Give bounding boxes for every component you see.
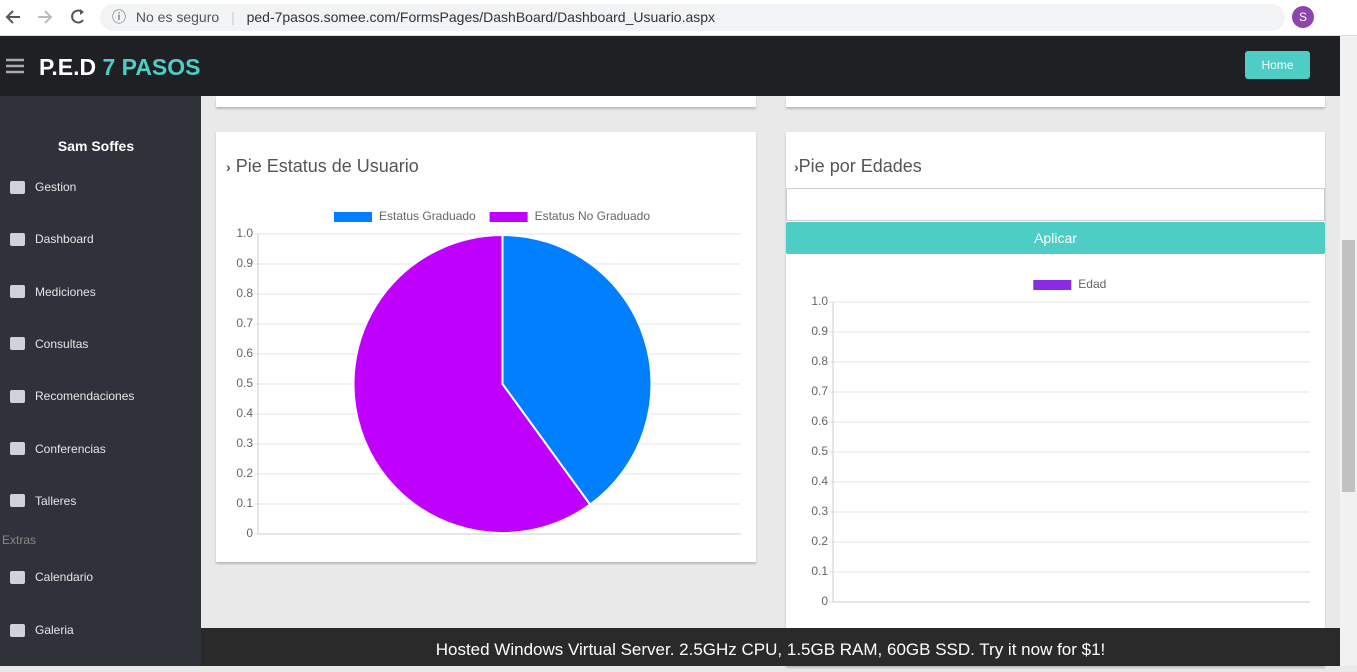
- y-tick-label: 0.6: [236, 346, 253, 360]
- sidebar-label: Gestion: [35, 180, 77, 194]
- y-tick-label: 0: [246, 526, 253, 540]
- brand-accent: 7 PASOS: [102, 54, 201, 80]
- sidebar-item[interactable]: Recomendaciones: [10, 389, 134, 403]
- security-label: No es seguro: [135, 9, 220, 25]
- sidebar-icon: [10, 442, 25, 455]
- sidebar-item[interactable]: Gestion: [10, 180, 76, 194]
- legend-label: Estatus Graduado: [379, 209, 476, 223]
- pie-slice: [501, 233, 653, 506]
- y-tick-label: 0.7: [236, 316, 253, 330]
- y-tick-label: 0.3: [811, 504, 828, 518]
- navbar: P.E.D 7 PASOS Home: [0, 36, 1340, 96]
- y-tick-label: 0.5: [811, 444, 828, 458]
- sidebar-label: Recomendaciones: [35, 389, 135, 404]
- y-tick-label: 0.7: [811, 384, 828, 398]
- y-tick-label: 0.4: [811, 474, 828, 488]
- y-tick-label: 0.5: [236, 376, 253, 390]
- brand-text: P.E.D: [39, 54, 97, 80]
- sidebar-item[interactable]: Calendario: [10, 570, 93, 584]
- sidebar-label: Conferencias: [35, 441, 106, 456]
- sidebar-label: Consultas: [35, 336, 89, 351]
- chart-title: Pie por Edades: [798, 156, 922, 176]
- y-tick-label: 0.1: [811, 564, 828, 578]
- y-tick-label: 0.2: [811, 534, 828, 548]
- chart-panel: ›Pie por Edades Aplicar: [786, 132, 1325, 666]
- legend-swatch: [334, 212, 372, 222]
- sidebar-item[interactable]: Talleres: [10, 494, 76, 508]
- sidebar-icon: [10, 570, 25, 584]
- legend-label: Edad: [1078, 277, 1106, 291]
- legend-label: Estatus No Graduado: [535, 209, 651, 223]
- sidebar-icon: [10, 232, 25, 246]
- url-text: ped-7pasos.somee.com/FormsPages/DashBoar…: [246, 9, 716, 25]
- sidebar-label: Talleres: [35, 493, 77, 508]
- y-tick-label: 0: [821, 594, 828, 608]
- y-tick-label: 0.8: [811, 354, 828, 368]
- y-tick-label: 0.8: [236, 286, 253, 300]
- sidebar: Sam Soffes Extras Gestion Dashboard Medici…: [0, 96, 201, 666]
- sidebar-item[interactable]: Consultas: [10, 337, 88, 351]
- sidebar-icon: [10, 494, 25, 508]
- sidebar-icon: [10, 623, 25, 637]
- y-tick-label: 1.0: [811, 294, 828, 308]
- sidebar-item[interactable]: Dashboard: [10, 232, 94, 246]
- nav-icons: [5, 9, 84, 24]
- y-tick-label: 0.9: [811, 324, 828, 338]
- sidebar-label: Dashboard: [35, 232, 94, 247]
- y-tick-label: 0.2: [236, 466, 253, 480]
- sidebar-item[interactable]: Conferencias: [10, 442, 106, 456]
- y-tick-label: 1.0: [236, 226, 253, 240]
- section-label: Extras: [2, 533, 37, 547]
- address-bar[interactable]: ⓘ No es seguro | ped-7pasos.somee.com/Fo…: [100, 4, 1285, 31]
- legend-swatch: [489, 212, 528, 222]
- panel-title: › Pie Estatus de Usuario: [226, 156, 419, 176]
- panel-title: ›Pie por Edades: [794, 156, 922, 176]
- legend-swatch: [1033, 280, 1072, 290]
- scrollbar: [1340, 36, 1357, 666]
- sidebar-icon: [10, 337, 25, 351]
- browser-bar: ⓘ No es seguro | ped-7pasos.somee.com/Fo…: [0, 0, 1357, 36]
- sidebar-icon: [10, 180, 25, 194]
- y-tick-label: 0.9: [236, 256, 253, 270]
- sidebar-item[interactable]: Galeria: [10, 623, 74, 637]
- y-tick-label: 0.1: [236, 496, 253, 510]
- y-tick-label: 0.6: [811, 414, 828, 428]
- home-button[interactable]: Home: [1245, 51, 1310, 79]
- sidebar-icon: [10, 285, 25, 299]
- sidebar-label: Mediciones: [35, 284, 96, 299]
- sidebar-label: Galeria: [35, 623, 74, 637]
- panel: [216, 96, 756, 107]
- profile-avatar[interactable]: S: [1292, 6, 1314, 28]
- sidebar-label: Calendario: [35, 570, 94, 584]
- user-name: Sam Soffes: [57, 138, 135, 154]
- ad-banner[interactable]: Hosted Windows Virtual Server. 2.5GHz CP…: [201, 628, 1340, 666]
- y-tick-label: 0.3: [236, 436, 253, 450]
- sidebar-item[interactable]: Mediciones: [10, 285, 96, 299]
- apply-button[interactable]: Aplicar: [786, 222, 1325, 254]
- sidebar-icon: [10, 389, 25, 403]
- panel: [786, 96, 1325, 107]
- brand[interactable]: P.E.D 7 PASOS: [39, 54, 201, 81]
- y-tick-label: 0.4: [236, 406, 253, 420]
- charts: 0 0.1 0.2 0.3 0.4 0.5 0.6 0.7 0.8 0.9 1.0 Estatus G…: [236, 209, 1310, 608]
- filter-input[interactable]: [786, 188, 1325, 221]
- menu-icon[interactable]: [6, 58, 24, 74]
- scroll-thumb[interactable]: [1342, 240, 1355, 492]
- chart-title: Pie Estatus de Usuario: [235, 156, 419, 176]
- pie-slice: [352, 233, 592, 534]
